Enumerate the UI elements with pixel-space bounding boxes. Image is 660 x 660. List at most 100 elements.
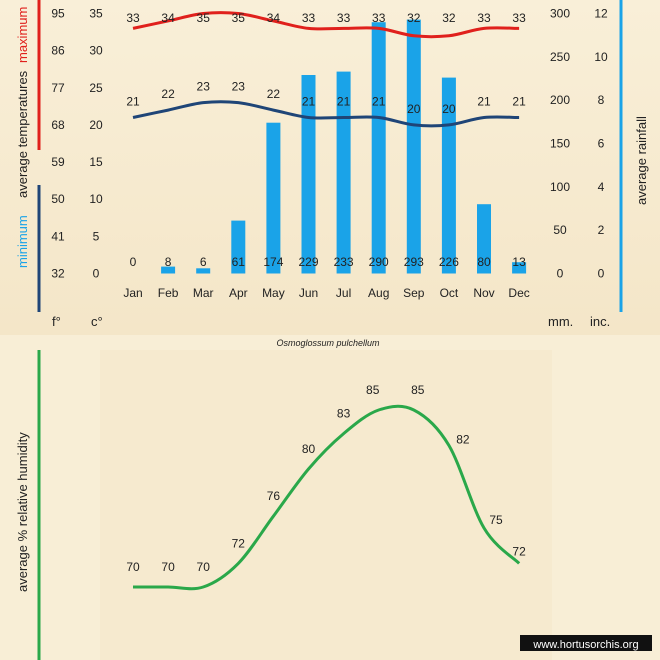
month-tick-label: May — [262, 286, 285, 300]
inch-unit-label: inc. — [590, 314, 610, 329]
upper-panel-background — [0, 0, 660, 335]
inch-tick-label: 4 — [598, 180, 605, 194]
watermark: www.hortusorchis.org — [532, 639, 638, 651]
rainfall-data-label: 233 — [334, 255, 354, 269]
inch-tick-label: 0 — [598, 267, 605, 281]
rainfall-bar — [266, 122, 281, 274]
inch-tick-label: 2 — [598, 223, 605, 237]
max-temp-data-label: 34 — [267, 11, 281, 25]
fahrenheit-tick-label: 95 — [51, 7, 65, 21]
humidity-data-label: 70 — [197, 560, 211, 574]
min-temp-data-label: 22 — [161, 87, 175, 101]
species-label: Osmoglossum pulchellum — [276, 338, 380, 348]
rainfall-data-label: 290 — [369, 255, 389, 269]
humidity-line — [133, 404, 521, 591]
rainfall-data-label: 13 — [512, 255, 526, 269]
mm-tick-label: 250 — [550, 50, 570, 64]
mm-tick-label: 50 — [553, 223, 567, 237]
humidity-data-label: 70 — [126, 560, 140, 574]
max-temp-data-label: 33 — [372, 11, 386, 25]
humidity-data-label: 85 — [366, 383, 380, 397]
inch-tick-label: 10 — [594, 50, 608, 64]
rainfall-bar — [477, 204, 491, 274]
humidity-data-label: 82 — [456, 432, 470, 446]
rainfall-data-label: 226 — [439, 255, 459, 269]
min-temp-data-label: 21 — [337, 95, 351, 109]
humidity-data-label: 85 — [411, 383, 425, 397]
maximum-label: maximum — [15, 7, 30, 63]
min-temp-data-label: 20 — [407, 102, 421, 116]
fahrenheit-tick-label: 86 — [51, 44, 65, 58]
min-temp-data-label: 23 — [197, 80, 211, 94]
month-tick-label: Jul — [336, 286, 351, 300]
max-temp-data-label: 33 — [302, 11, 316, 25]
mm-tick-label: 300 — [550, 7, 570, 21]
rainfall-data-label: 6 — [200, 255, 207, 269]
fahrenheit-tick-label: 32 — [51, 267, 65, 281]
rainfall-data-label: 174 — [263, 255, 283, 269]
mm-tick-label: 200 — [550, 93, 570, 107]
average-rainfall-label: average rainfall — [634, 116, 649, 205]
month-tick-label: Nov — [473, 286, 494, 300]
humidity-data-label: 80 — [302, 442, 316, 456]
rainfall-bar — [161, 266, 176, 274]
rainfall-data-label: 80 — [477, 255, 491, 269]
month-tick-label: Mar — [193, 286, 214, 300]
celsius-tick-label: 5 — [93, 229, 100, 243]
rainfall-data-label: 8 — [165, 255, 172, 269]
fahrenheit-tick-label: 77 — [51, 81, 65, 95]
month-tick-label: Apr — [229, 286, 248, 300]
max-temp-data-label: 34 — [161, 11, 175, 25]
rainfall-data-label: 0 — [130, 255, 137, 269]
fahrenheit-tick-label: 59 — [51, 155, 65, 169]
inch-tick-label: 6 — [598, 137, 605, 151]
celsius-tick-label: 15 — [89, 155, 103, 169]
average-temperatures-label: average temperatures — [15, 70, 30, 198]
celsius-tick-label: 20 — [89, 118, 103, 132]
min-temp-data-label: 21 — [372, 95, 386, 109]
humidity-plot: 70 70 70 72 76 80 83 85 85 82 75 72 — [126, 383, 526, 591]
rainfall-bar — [406, 19, 421, 274]
humidity-data-label: 76 — [267, 489, 281, 503]
rainfall-bar — [301, 75, 316, 274]
max-temp-data-label: 33 — [477, 11, 491, 25]
humidity-data-label: 72 — [232, 536, 246, 550]
celsius-tick-label: 30 — [89, 44, 103, 58]
lower-panel-background — [100, 350, 552, 660]
month-tick-label: Oct — [440, 286, 459, 300]
celsius-tick-label: 0 — [93, 267, 100, 281]
humidity-axis-label: average % relative humidity — [15, 432, 30, 592]
month-tick-label: Jun — [299, 286, 318, 300]
humidity-data-label: 75 — [489, 513, 503, 527]
rainfall-data-label: 293 — [404, 255, 424, 269]
humidity-data-label: 70 — [161, 560, 175, 574]
min-temp-data-label: 21 — [477, 95, 491, 109]
rainfall-bar — [512, 262, 527, 274]
rainfall-bar — [336, 71, 351, 274]
fahrenheit-tick-label: 50 — [51, 192, 65, 206]
max-temp-data-label: 33 — [512, 11, 526, 25]
max-temp-data-label: 35 — [197, 11, 211, 25]
min-temp-data-label: 21 — [126, 95, 140, 109]
max-temp-line — [132, 11, 520, 39]
inch-tick-label: 12 — [594, 7, 608, 21]
min-temp-data-label: 23 — [232, 80, 246, 94]
min-temp-data-label: 20 — [442, 102, 456, 116]
humidity-data-label: 83 — [337, 407, 351, 421]
month-tick-label: Jan — [123, 286, 142, 300]
month-tick-label: Sep — [403, 286, 425, 300]
min-temp-data-label: 22 — [267, 87, 281, 101]
max-temp-data-label: 33 — [337, 11, 351, 25]
rainfall-bar — [196, 268, 211, 274]
month-tick-label: Aug — [368, 286, 389, 300]
watermark-background — [520, 635, 652, 651]
rainfall-data-label: 229 — [298, 255, 318, 269]
inch-tick-label: 8 — [598, 93, 605, 107]
fahrenheit-tick-label: 41 — [51, 229, 65, 243]
min-temp-data-label: 21 — [302, 95, 316, 109]
mm-tick-label: 150 — [550, 137, 570, 151]
fahrenheit-unit-label: f° — [52, 314, 61, 329]
max-temp-data-label: 32 — [442, 11, 456, 25]
